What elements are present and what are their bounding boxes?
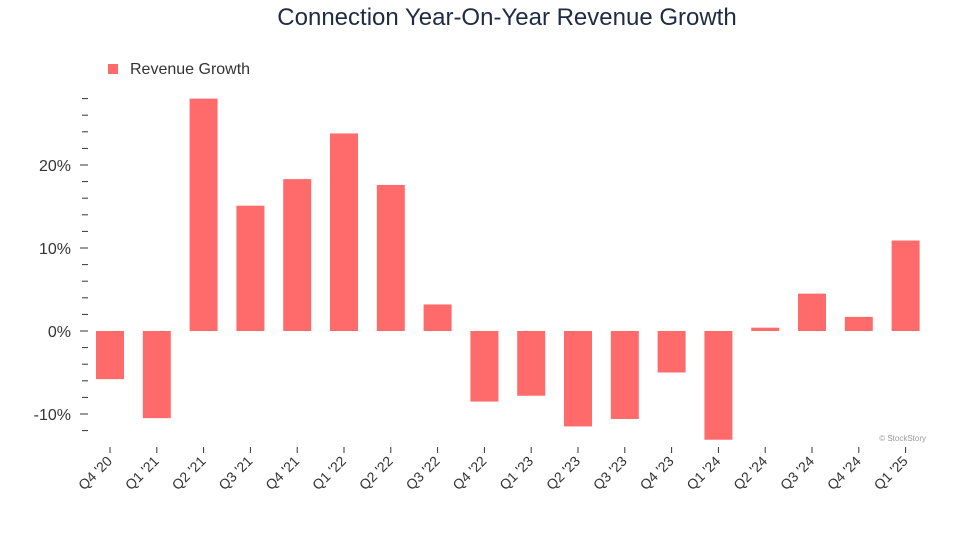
bar-q4-20 [96, 331, 124, 380]
bar-q3-24 [798, 293, 826, 331]
bar-q4-24 [844, 316, 873, 331]
x-tick-label: Q3 '22 [403, 453, 443, 493]
x-tick-label: Q3 '21 [215, 453, 255, 493]
x-axis: Q4 '20 Q1 '21 Q2 '21 Q3 '21 Q4 '21 Q1 '22 Q2 '… [75, 447, 911, 493]
x-tick-label: Q4 '22 [449, 453, 489, 493]
bar-q4-23 [657, 331, 686, 373]
x-tick-label: Q1 '21 [122, 453, 162, 493]
x-tick-label: Q4 '20 [75, 453, 115, 493]
x-tick-label: Q1 '23 [496, 453, 536, 493]
y-tick-label: 10% [39, 241, 71, 258]
legend-swatch [108, 64, 118, 74]
chart-title: Connection Year-On-Year Revenue Growth [277, 4, 736, 31]
legend-label: Revenue Growth [130, 61, 250, 78]
x-tick-label: Q3 '23 [590, 453, 630, 493]
x-tick-label: Q4 '23 [637, 453, 677, 493]
bar-q3-21 [236, 205, 265, 331]
bar-q4-21 [283, 179, 312, 331]
x-tick-label: Q1 '25 [871, 453, 911, 493]
bar-q3-22 [423, 304, 452, 331]
x-tick-label: Q2 '21 [169, 453, 209, 493]
bar-q2-21 [189, 98, 218, 331]
y-axis: -10% 0% 10% 20% [34, 98, 88, 432]
x-tick-label: Q1 '22 [309, 453, 349, 493]
bar-q1-21 [142, 331, 171, 419]
x-tick-label: Q3 '24 [777, 453, 817, 493]
bar-q2-24 [751, 327, 780, 331]
legend: Revenue Growth [108, 61, 250, 78]
x-tick-label: Q4 '24 [824, 453, 864, 493]
bar-q1-23 [517, 331, 546, 396]
bar-q3-23 [610, 331, 639, 419]
bar-q1-25 [891, 240, 920, 331]
x-tick-label: Q4 '21 [262, 453, 302, 493]
x-tick-label: Q1 '24 [683, 453, 723, 493]
bars [96, 98, 920, 440]
x-tick-label: Q2 '24 [730, 453, 770, 493]
bar-q1-24 [704, 331, 733, 440]
bar-q1-22 [330, 133, 358, 331]
y-tick-label: 0% [48, 324, 71, 341]
y-tick-label: -10% [34, 407, 71, 424]
x-tick-label: Q2 '23 [543, 453, 583, 493]
y-tick-label: 20% [39, 158, 71, 175]
bar-q4-22 [470, 331, 499, 402]
bar-q2-23 [564, 331, 592, 427]
x-tick-label: Q2 '22 [356, 453, 396, 493]
bar-q2-22 [376, 184, 405, 331]
credit-label: © StockStory [879, 434, 926, 443]
